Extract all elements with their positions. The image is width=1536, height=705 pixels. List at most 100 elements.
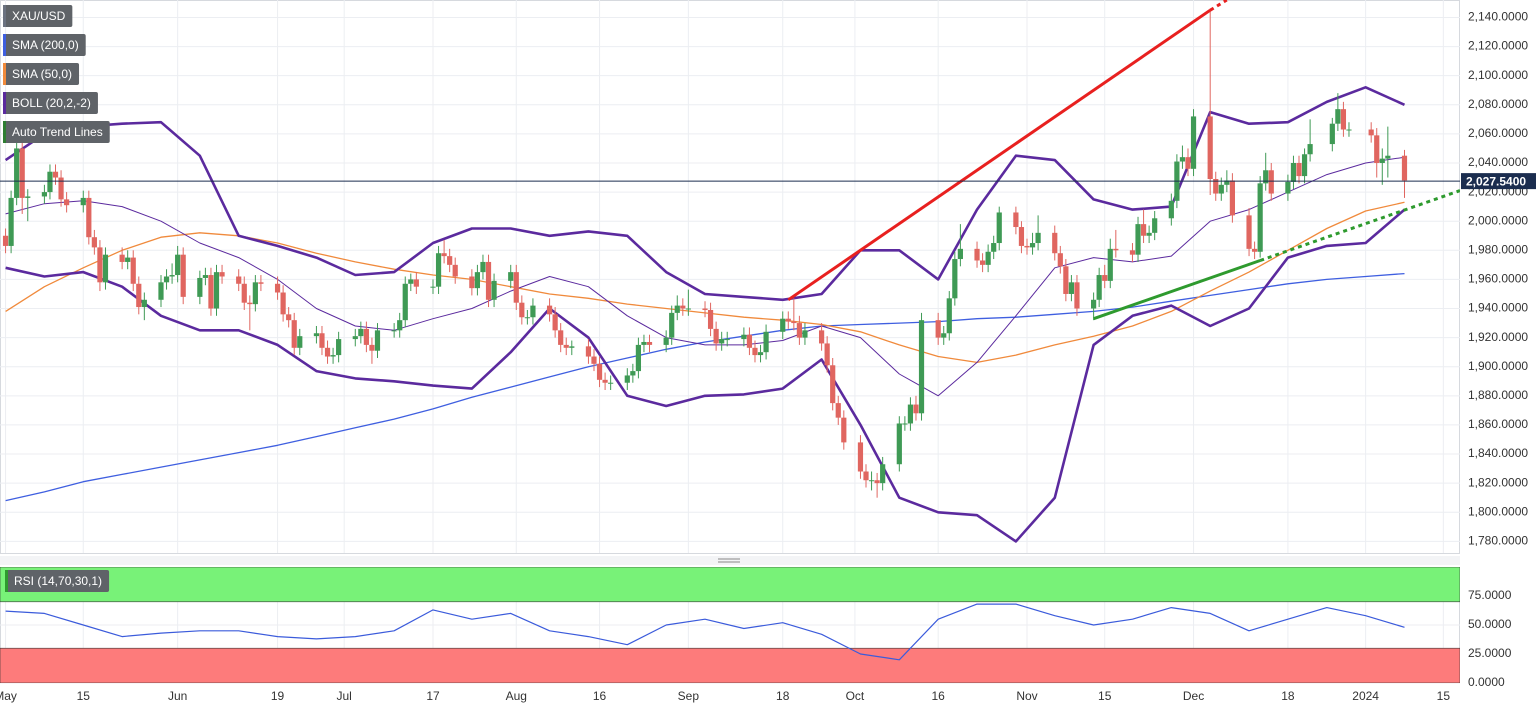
candle-body bbox=[1374, 135, 1380, 163]
candle-body bbox=[824, 343, 830, 366]
candle-body bbox=[1057, 253, 1063, 267]
candle-body bbox=[646, 341, 653, 345]
y-tick-label: 1,960.0000 bbox=[1468, 272, 1528, 286]
candle-body bbox=[663, 337, 669, 345]
legend-entry[interactable]: Auto Trend Lines bbox=[3, 121, 110, 143]
candle-body bbox=[286, 314, 292, 321]
rsi-tick-label: 50.0000 bbox=[1468, 617, 1512, 631]
candle-body bbox=[1140, 224, 1147, 236]
candle-body bbox=[608, 382, 614, 384]
candle-body bbox=[352, 336, 358, 340]
candle-body bbox=[802, 330, 808, 338]
legend-label: XAU/USD bbox=[12, 9, 66, 23]
legend-label: RSI (14,70,30,1) bbox=[14, 574, 102, 588]
x-tick-label: Jul bbox=[337, 689, 352, 703]
candle-body bbox=[563, 344, 569, 348]
y-tick-label: 2,100.0000 bbox=[1468, 68, 1528, 82]
y-tick-label: 2,040.0000 bbox=[1468, 155, 1528, 169]
x-tick-label: 15 bbox=[1437, 689, 1451, 703]
candle-body bbox=[957, 248, 963, 260]
candle-body bbox=[1401, 155, 1408, 181]
candle-body bbox=[830, 365, 836, 404]
candle-body bbox=[119, 254, 125, 262]
pane-divider[interactable] bbox=[0, 556, 1460, 565]
trend-line bbox=[1093, 259, 1261, 321]
candle-body bbox=[369, 344, 375, 351]
candle-body bbox=[1246, 215, 1252, 249]
candle-body bbox=[197, 277, 203, 297]
y-tick-label: 2,080.0000 bbox=[1468, 97, 1528, 111]
candle-body bbox=[741, 334, 747, 340]
candle-body bbox=[180, 254, 186, 297]
candle-body bbox=[297, 336, 303, 348]
candle-body bbox=[1340, 109, 1347, 130]
candle-body bbox=[136, 283, 142, 308]
candle-body bbox=[863, 471, 869, 481]
candle-body bbox=[358, 328, 364, 337]
candle-body bbox=[252, 282, 258, 305]
candle-body bbox=[258, 282, 264, 284]
candle-body bbox=[1346, 129, 1352, 131]
candle-body bbox=[1018, 227, 1025, 246]
legend-swatch bbox=[3, 121, 6, 143]
legend-entry[interactable]: SMA (50,0) bbox=[3, 63, 80, 85]
candle-body bbox=[680, 305, 686, 309]
bollinger-middle bbox=[5, 156, 1405, 397]
candle-body bbox=[313, 333, 320, 337]
candle-body bbox=[1052, 232, 1058, 254]
candle-body bbox=[452, 264, 458, 277]
y-tick-label: 1,840.0000 bbox=[1468, 446, 1528, 460]
candle-body bbox=[569, 346, 575, 348]
candle-body bbox=[1063, 266, 1069, 294]
candle-body bbox=[202, 275, 208, 278]
candle-body bbox=[719, 339, 725, 344]
candle-body bbox=[635, 344, 642, 372]
candle-body bbox=[1013, 212, 1019, 228]
legend-entry[interactable]: SMA (200,0) bbox=[3, 34, 86, 56]
candle-body bbox=[1168, 200, 1174, 219]
y-tick-label: 1,940.0000 bbox=[1468, 301, 1528, 315]
sma-line bbox=[5, 272, 1405, 502]
legend-entry[interactable]: XAU/USD bbox=[3, 5, 73, 27]
candle-body bbox=[874, 480, 880, 484]
y-tick-label: 1,980.0000 bbox=[1468, 242, 1528, 256]
candle-body bbox=[1185, 157, 1191, 169]
legend-swatch bbox=[3, 92, 6, 114]
candle-body bbox=[979, 260, 986, 265]
candle-body bbox=[1385, 155, 1391, 159]
legend-swatch bbox=[3, 5, 6, 27]
candle-body bbox=[1296, 162, 1302, 177]
candle-body bbox=[1035, 232, 1041, 244]
candle-body bbox=[1224, 180, 1230, 185]
x-tick-label: 15 bbox=[1098, 689, 1112, 703]
candle-body bbox=[213, 272, 220, 309]
candle-body bbox=[485, 261, 492, 300]
legend-entry[interactable]: BOLL (20,2,-2) bbox=[3, 92, 98, 114]
candle-body bbox=[158, 282, 164, 300]
legend-entry[interactable]: RSI (14,70,30,1) bbox=[5, 570, 110, 592]
candle-body bbox=[324, 347, 331, 357]
candle-body bbox=[1179, 157, 1186, 162]
candle-body bbox=[391, 330, 397, 332]
x-tick-label: 16 bbox=[593, 689, 607, 703]
candle-body bbox=[1229, 180, 1235, 216]
legend-box bbox=[3, 92, 98, 114]
x-tick-label: 2024 bbox=[1352, 689, 1379, 703]
candle-body bbox=[141, 299, 147, 308]
candle-body bbox=[1096, 275, 1102, 300]
candle-body bbox=[1152, 218, 1158, 233]
candle-body bbox=[319, 333, 325, 348]
x-tick-label: Oct bbox=[846, 689, 865, 703]
candle-body bbox=[896, 423, 902, 465]
candle-body bbox=[669, 312, 675, 338]
candle-body bbox=[97, 247, 103, 283]
y-tick-label: 2,140.0000 bbox=[1468, 10, 1528, 24]
candle-body bbox=[402, 283, 408, 321]
candle-body bbox=[752, 347, 758, 356]
rsi-oversold-zone bbox=[0, 647, 1460, 683]
candle-body bbox=[280, 292, 286, 315]
candle-body bbox=[1329, 123, 1335, 145]
candle-body bbox=[274, 283, 281, 293]
rsi-tick-label: 75.0000 bbox=[1468, 588, 1512, 602]
